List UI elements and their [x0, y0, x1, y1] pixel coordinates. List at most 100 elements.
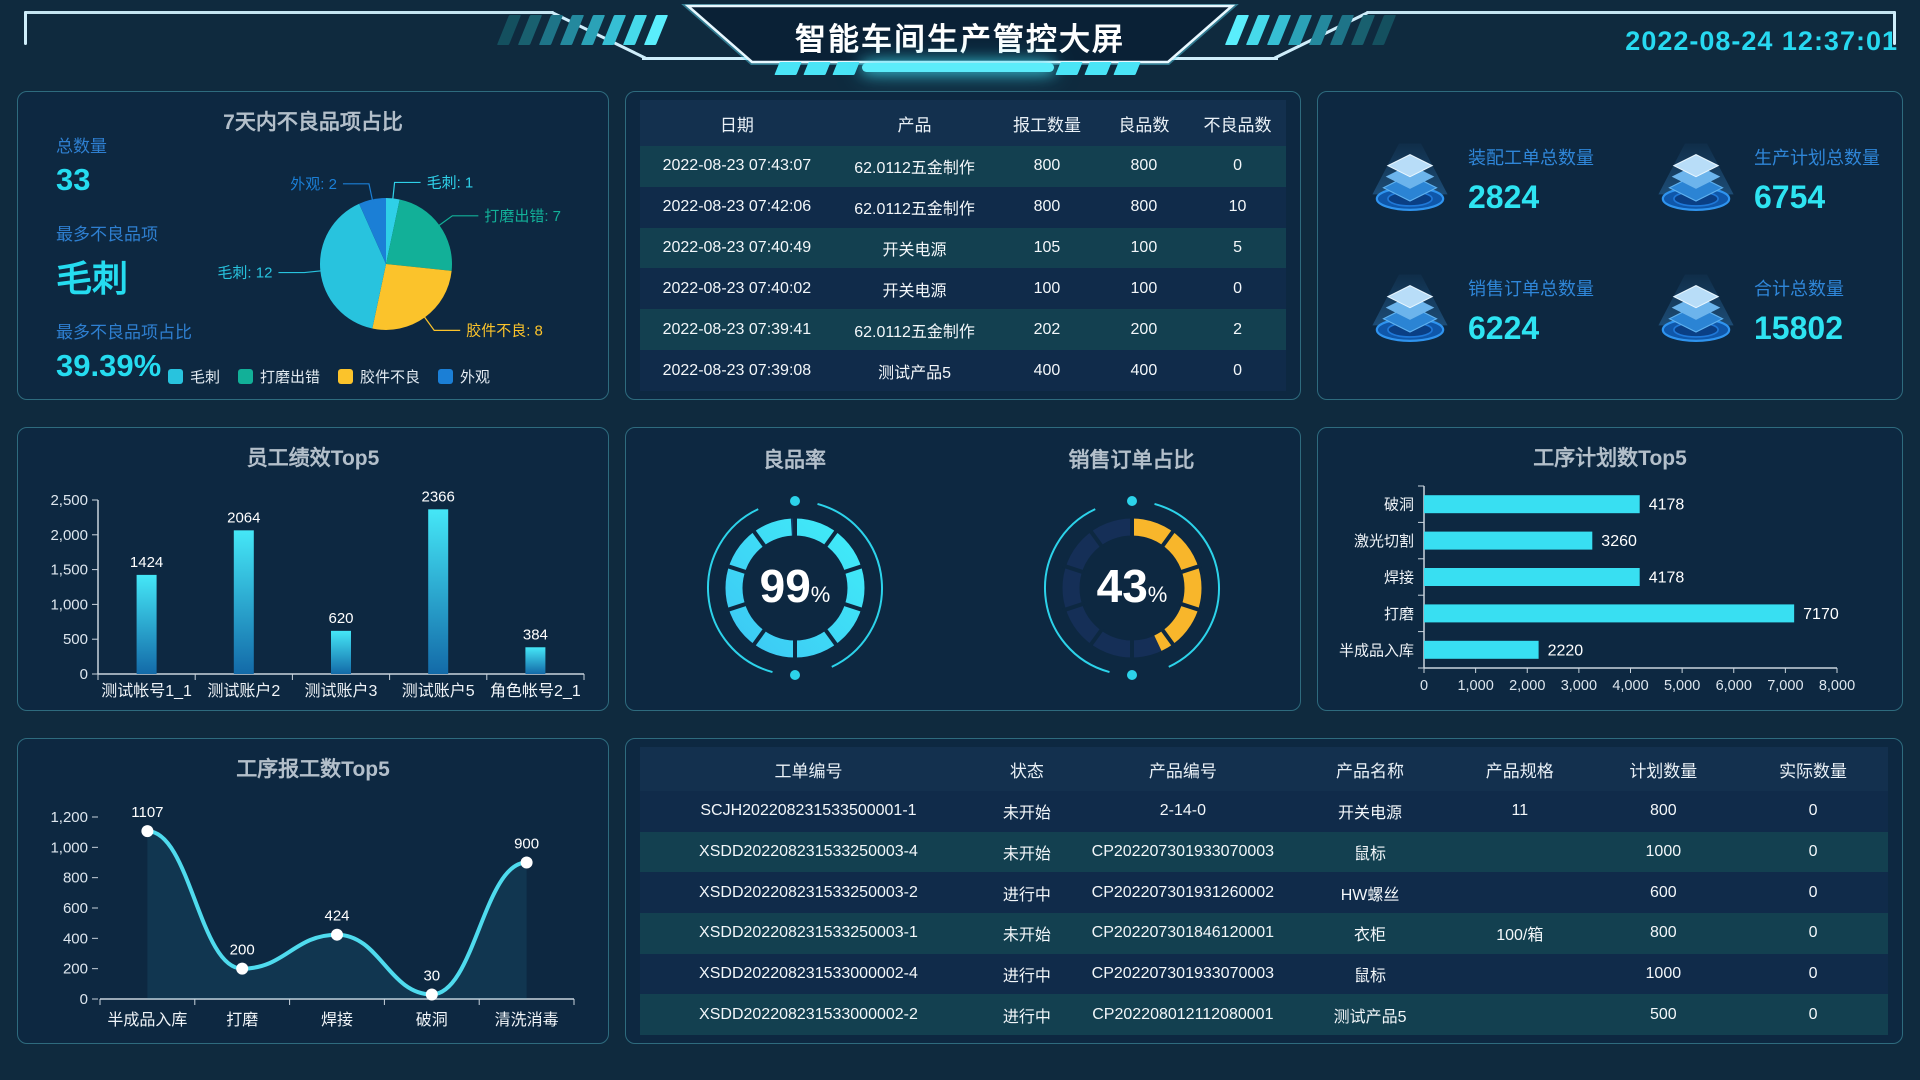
- table-cell: 400: [1033, 361, 1061, 379]
- header-lowline-left: [642, 57, 760, 60]
- table-cell: 800: [1130, 198, 1158, 216]
- point-value-label: 30: [423, 967, 440, 984]
- table-header-cell: 日期: [719, 115, 754, 135]
- defect-top-item-stat: 最多不良品项 毛刺: [56, 225, 158, 299]
- bar: [1424, 640, 1539, 659]
- table-cell: 进行中: [1002, 968, 1051, 986]
- legend-item[interactable]: 外观: [438, 366, 490, 387]
- table-cell: 0: [1808, 924, 1818, 942]
- panel-process-report: 工序报工数Top5 0 200 400 600 800 1,000 1,200 1107 半成品…: [17, 738, 609, 1044]
- bar-value-label: 2220: [1548, 642, 1584, 659]
- table-row: 2022-08-23 07:40:49 开关电源 105 100 5: [640, 227, 1286, 269]
- process-plan-bar-chart: 0 1,000 2,000 3,000 4,000 5,000 6,000 7,000 8,00…: [1339, 485, 1855, 694]
- table-cell: 11: [1511, 802, 1529, 820]
- table-cell: 0: [1808, 883, 1818, 901]
- table-cell: 2022-08-23 07:42:06: [662, 198, 812, 216]
- point-value-label: 424: [324, 908, 349, 925]
- bar: [1424, 495, 1640, 514]
- x-category-label: 半成品入库: [107, 1011, 187, 1029]
- x-tick-label: 4,000: [1612, 678, 1648, 694]
- legend-item[interactable]: 打磨出错: [238, 366, 320, 387]
- header-lowline-right: [1160, 57, 1278, 60]
- bar: [331, 630, 351, 674]
- table-row: 2022-08-23 07:39:41 62.0112五金制作 202 200 2: [640, 309, 1286, 351]
- bar-value-label: 2064: [227, 509, 260, 526]
- bar: [428, 509, 449, 674]
- table-cell: XSDD202208231533000002-2: [699, 1005, 918, 1023]
- pie-slice: [386, 199, 452, 271]
- x-category-label: 破洞: [416, 1011, 448, 1029]
- bar: [525, 647, 546, 674]
- y-tick-label: 1,000: [50, 596, 88, 613]
- table-cell: XSDD202208231533250003-4: [699, 843, 918, 860]
- layers-icon: [1368, 141, 1452, 219]
- header-line-right: [1366, 11, 1896, 14]
- table-cell: 2022-08-23 07:43:07: [662, 157, 812, 175]
- table-cell: [1451, 832, 1588, 873]
- point-value-label: 1107: [131, 804, 163, 821]
- table-row: XSDD202208231533250003-2 进行中 CP20220730193…: [640, 872, 1888, 914]
- gauge-yield: 良品率 99%: [626, 428, 963, 710]
- layers-icon: [1654, 272, 1738, 350]
- y-tick-label: 1,200: [50, 809, 88, 826]
- table-cell: 0: [1233, 157, 1242, 175]
- pie-label-line: [423, 316, 461, 331]
- table-cell: CP202207301846120001: [1091, 924, 1275, 942]
- y-tick-label: 600: [63, 900, 88, 917]
- gauge-value-text: 43%: [1096, 560, 1167, 612]
- line-area-fill: [147, 831, 527, 999]
- panel-defect-ratio: 7天内不良品项占比 总数量 33 最多不良品项 毛刺 最多不良品项占比 39.3…: [17, 91, 609, 400]
- table-header-cell: 报工数量: [1012, 115, 1081, 135]
- stat-card-value: 6224: [1468, 310, 1540, 347]
- datetime-display: 2022-08-24 12:37:01: [1625, 26, 1898, 56]
- gauge-dot-top: [789, 496, 800, 506]
- table-row: XSDD202208231533000002-4 进行中 CP20220730193…: [640, 953, 1888, 995]
- x-category-label: 角色帐号2_1: [490, 682, 581, 700]
- pie-label-line: [438, 215, 479, 227]
- table-cell: 2022-08-23 07:40:02: [662, 279, 812, 297]
- pie-label-line: [342, 183, 374, 201]
- table-cell: CP202207301933070003: [1091, 965, 1275, 983]
- legend-item[interactable]: 胶件不良: [338, 366, 420, 387]
- page-title: 智能车间生产管控大屏: [795, 22, 1125, 57]
- y-category-label: 打磨: [1384, 606, 1414, 623]
- employee-bar-chart: 0 500 1,000 1,500 2,000 2,500 1424 测试帐号1_1 2064 测…: [50, 488, 585, 700]
- stat-cards: 装配工单总数量 2824 生产计划总数量 6754 销售订单总数量 6224: [1318, 92, 1902, 399]
- legend-item[interactable]: 毛刺: [168, 366, 220, 387]
- table-header-cell: 产品: [897, 115, 932, 135]
- table-cell: 测试产品5: [878, 364, 951, 382]
- table-cell: 800: [1649, 802, 1677, 820]
- table-cell: HW螺丝: [1340, 886, 1400, 904]
- pie-label-line: [392, 181, 421, 200]
- legend-label: 胶件不良: [360, 369, 421, 386]
- table-cell: 进行中: [1002, 886, 1051, 904]
- x-category-label: 测试账户3: [305, 682, 378, 700]
- table-cell: 2-14-0: [1159, 802, 1206, 820]
- bar: [1424, 568, 1640, 586]
- y-tick-label: 0: [80, 666, 88, 683]
- table-row: 2022-08-23 07:39:08 测试产品5 400 400 0: [640, 350, 1286, 391]
- bar-value-label: 620: [328, 610, 353, 627]
- pie-slice: [372, 264, 452, 330]
- x-tick-label: 2,000: [1509, 678, 1545, 694]
- header-deco-rects-right-icon: [1055, 62, 1141, 75]
- gauge-deco-arc: [706, 508, 773, 674]
- report-table: 日期 产品 报工数量 良品数 不良品数 2022-08-23 07:43:07 62.011…: [640, 100, 1286, 391]
- panel-title-employee: 员工绩效Top5: [246, 447, 380, 470]
- panel-title-defect: 7天内不良品项占比: [223, 111, 403, 134]
- table-cell: 100/箱: [1496, 927, 1544, 945]
- y-tick-label: 0: [80, 991, 88, 1008]
- legend-swatch: [338, 369, 354, 384]
- legend-swatch: [438, 369, 454, 384]
- header-corner-left: [24, 11, 27, 45]
- gauge-dot-top: [1126, 496, 1137, 506]
- gauge-value-text: 99%: [759, 560, 830, 612]
- defect-total-stat: 总数量 33: [56, 137, 107, 197]
- pie-label: 外观: 2: [290, 176, 337, 193]
- table-cell: 开关电源: [1338, 805, 1403, 823]
- point-value-label: 200: [230, 942, 255, 959]
- x-tick-label: 7,000: [1767, 678, 1803, 694]
- stat-card-sales-order: 销售订单总数量 6224: [1324, 246, 1610, 378]
- x-tick-label: 6,000: [1716, 678, 1752, 694]
- table-cell: 2022-08-23 07:39:41: [662, 320, 812, 338]
